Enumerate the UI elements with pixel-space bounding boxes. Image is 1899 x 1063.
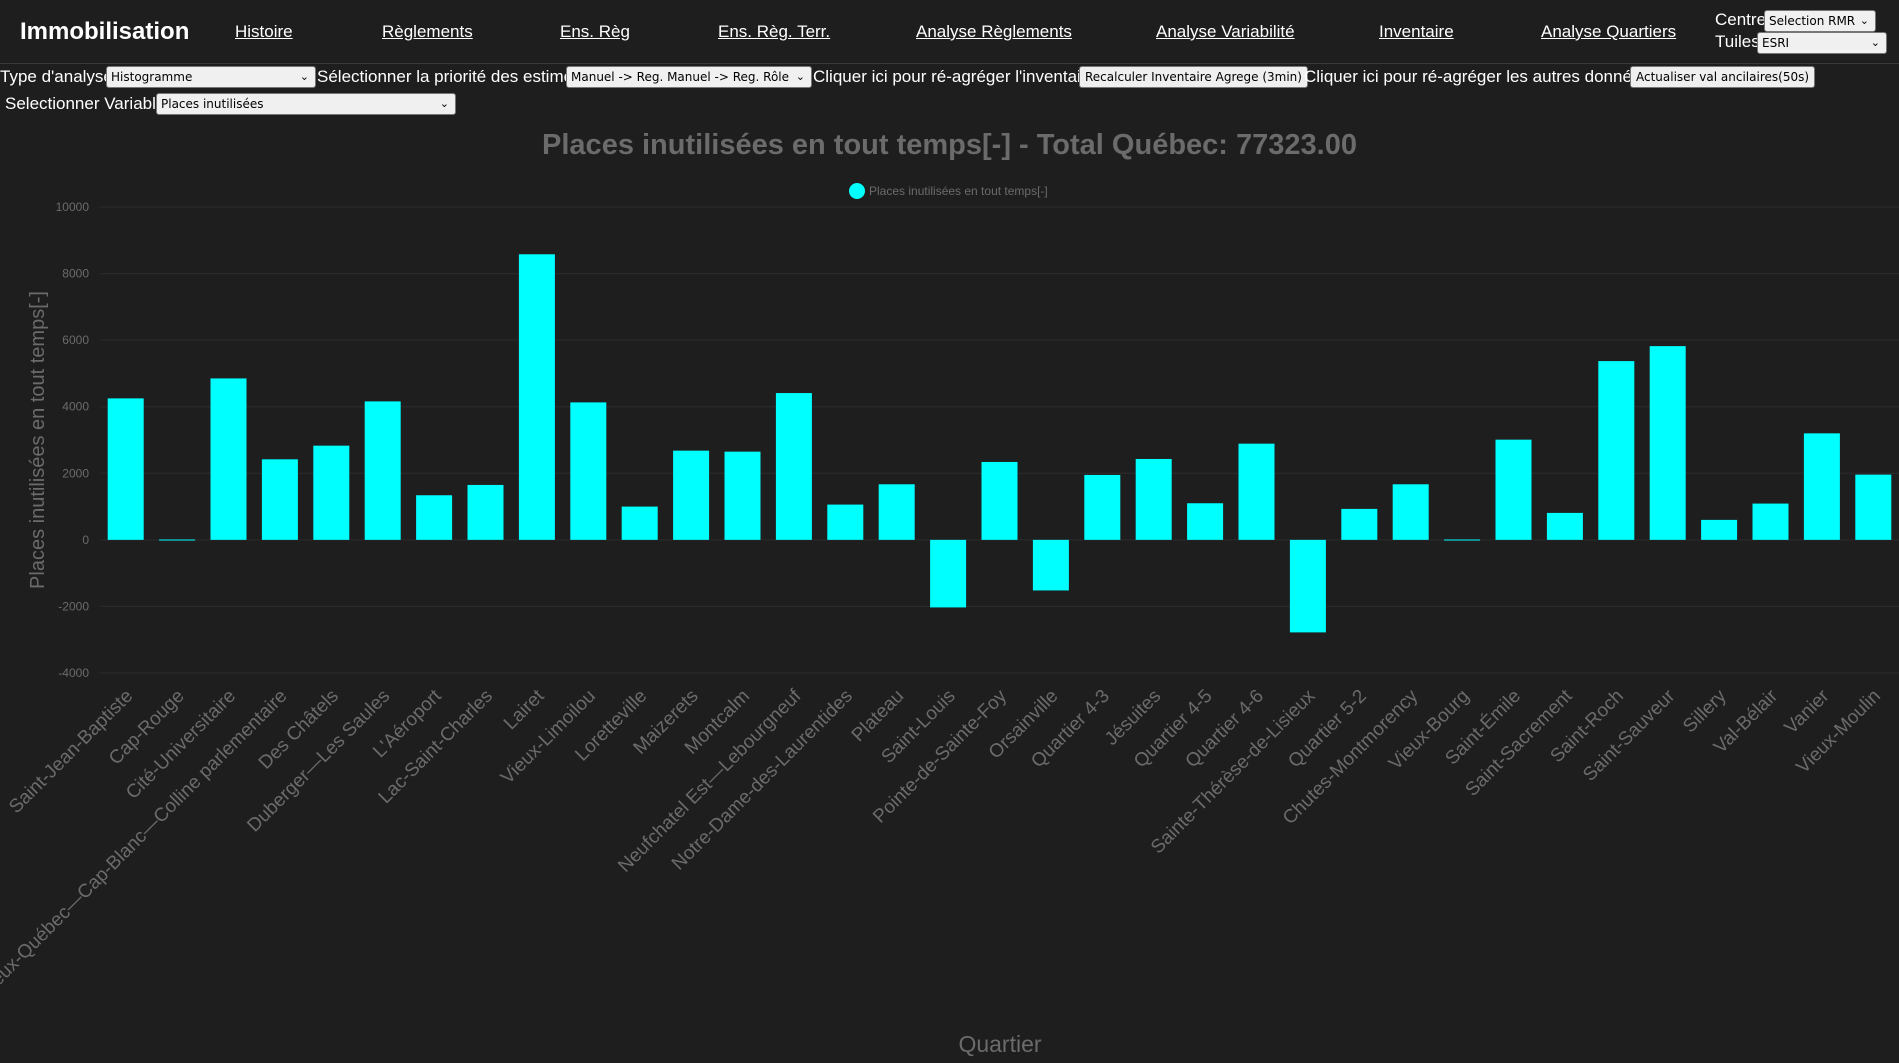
bar bbox=[1187, 503, 1224, 540]
bar bbox=[467, 484, 504, 540]
top-navbar: Immobilisation Histoire Règlements Ens. … bbox=[0, 0, 1899, 64]
x-axis-label: Quartier bbox=[958, 1031, 1041, 1057]
bar bbox=[1289, 539, 1326, 633]
analysis-type-label: Type d'analyse bbox=[0, 67, 113, 86]
bar bbox=[981, 461, 1018, 540]
variable-value: Places inutilisées bbox=[161, 97, 264, 111]
chart-title: Places inutilisées en tout temps[-] - To… bbox=[542, 129, 1357, 161]
bar bbox=[1032, 539, 1069, 591]
bar bbox=[1598, 361, 1635, 540]
y-axis-label: Places inutilisées en tout temps[-] bbox=[27, 291, 49, 589]
chevron-down-icon: ⌄ bbox=[439, 97, 449, 110]
analysis-type-select[interactable]: Histogramme ⌄ bbox=[106, 66, 316, 88]
bar bbox=[775, 393, 812, 540]
reaggregate-label: Cliquer ici pour ré-agréger l'inventaire bbox=[813, 67, 1096, 86]
chevron-down-icon: ⌄ bbox=[1870, 36, 1880, 49]
bar bbox=[878, 484, 915, 540]
tuiles-select-value: ESRI bbox=[1762, 36, 1790, 50]
nav-link-inventaire[interactable]: Inventaire bbox=[1379, 22, 1454, 41]
centre-label: Centre bbox=[1715, 10, 1767, 29]
y-tick-label: -4000 bbox=[58, 666, 89, 680]
chevron-down-icon: ⌄ bbox=[299, 70, 309, 83]
y-tick-label: -2000 bbox=[58, 599, 89, 613]
bar bbox=[1135, 458, 1172, 540]
bar bbox=[621, 506, 658, 540]
bar bbox=[107, 398, 144, 540]
bar bbox=[159, 539, 196, 541]
bar bbox=[1392, 484, 1429, 540]
bar bbox=[1752, 503, 1789, 540]
bar bbox=[1803, 433, 1840, 540]
analysis-type-value: Histogramme bbox=[111, 70, 193, 84]
nav-link-analyse-quartiers[interactable]: Analyse Quartiers bbox=[1541, 22, 1677, 41]
x-tick-label: Saint-Sauveur bbox=[1579, 685, 1679, 785]
y-tick-label: 10000 bbox=[56, 200, 90, 214]
tuiles-label: Tuiles bbox=[1715, 32, 1760, 51]
recalculate-inventory-button[interactable]: Recalculer Inventaire Agrege (3min) bbox=[1079, 66, 1308, 88]
priority-select[interactable]: Manuel -> Reg. Manuel -> Reg. Rôle ⌄ bbox=[566, 66, 812, 88]
bar bbox=[673, 450, 710, 540]
priority-label: Sélectionner la priorité des estimés bbox=[317, 67, 582, 86]
bar-chart: -4000 -2000 0 2000 4000 6000 8000 10000 Places i… bbox=[0, 183, 1899, 1057]
legend-label: Places inutilisées en tout temps[-] bbox=[869, 184, 1048, 198]
bar bbox=[1238, 443, 1275, 540]
y-tick-label: 2000 bbox=[62, 466, 89, 480]
x-tick-label: Lairet bbox=[500, 685, 549, 734]
bar bbox=[416, 495, 453, 540]
bar bbox=[210, 378, 247, 540]
bar bbox=[1649, 346, 1686, 540]
bar bbox=[1341, 508, 1378, 540]
y-tick-label: 6000 bbox=[62, 333, 89, 347]
priority-value: Manuel -> Reg. Manuel -> Reg. Rôle bbox=[571, 70, 790, 84]
y-tick-label: 4000 bbox=[62, 400, 89, 414]
tuiles-select[interactable]: ESRI ⌄ bbox=[1757, 32, 1887, 54]
app-brand: Immobilisation bbox=[20, 18, 190, 45]
bar bbox=[570, 402, 607, 540]
bar bbox=[261, 459, 298, 540]
nav-link-analyse-variabilite[interactable]: Analyse Variabilité bbox=[1156, 22, 1295, 41]
bar bbox=[313, 445, 350, 540]
y-tick-label: 0 bbox=[82, 533, 89, 547]
centre-select-value: Selection RMR bbox=[1769, 14, 1856, 28]
nav-link-histoire[interactable]: Histoire bbox=[235, 22, 293, 41]
variable-select[interactable]: Places inutilisées ⌄ bbox=[156, 93, 456, 115]
bar bbox=[930, 539, 967, 608]
bar bbox=[724, 451, 761, 540]
bar bbox=[518, 254, 555, 540]
bar bbox=[1444, 539, 1481, 541]
bar bbox=[1855, 474, 1892, 540]
y-tick-label: 8000 bbox=[62, 267, 89, 281]
legend-marker bbox=[849, 183, 865, 199]
bar bbox=[827, 504, 864, 540]
bar bbox=[364, 401, 401, 540]
nav-link-reglements[interactable]: Règlements bbox=[382, 22, 473, 41]
refresh-ancillary-button[interactable]: Actualiser val ancilaires(50s) bbox=[1630, 66, 1816, 88]
bar bbox=[1701, 519, 1738, 540]
nav-link-ens-reg[interactable]: Ens. Règ bbox=[560, 22, 630, 41]
bar bbox=[1546, 512, 1583, 540]
centre-select[interactable]: Selection RMR ⌄ bbox=[1764, 10, 1876, 32]
chevron-down-icon: ⌄ bbox=[1859, 14, 1869, 27]
chevron-down-icon: ⌄ bbox=[795, 70, 805, 83]
nav-link-analyse-reglements[interactable]: Analyse Règlements bbox=[916, 22, 1072, 41]
reaggregate-other-label: Cliquer ici pour ré-agréger les autres d… bbox=[1304, 67, 1650, 86]
nav-link-ens-reg-terr[interactable]: Ens. Règ. Terr. bbox=[718, 22, 831, 41]
bar bbox=[1084, 474, 1121, 540]
variable-label: Selectionner Variable bbox=[5, 94, 166, 113]
bar bbox=[1495, 439, 1532, 540]
